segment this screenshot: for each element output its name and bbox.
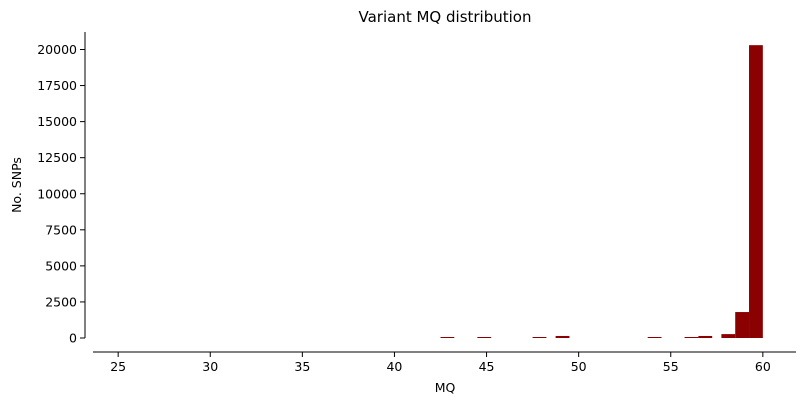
chart-title: Variant MQ distribution — [359, 8, 532, 26]
x-tick-label-0: 25 — [110, 359, 126, 374]
y-tick-label-8: 20000 — [37, 42, 77, 57]
histogram-bar-2 — [532, 337, 547, 338]
x-tick-label-3: 40 — [386, 359, 402, 374]
histogram-bar-9 — [749, 45, 763, 339]
y-tick-label-3: 7500 — [45, 222, 77, 237]
x-tick-label-6: 55 — [663, 359, 679, 374]
y-tick-label-4: 10000 — [37, 186, 77, 201]
y-tick-label-6: 15000 — [37, 114, 77, 129]
y-tick-label-2: 5000 — [45, 258, 77, 273]
histogram-bar-4 — [647, 337, 662, 338]
x-axis-title: MQ — [435, 380, 456, 395]
histogram-bar-0 — [440, 337, 455, 338]
y-ticks-layer: 0 2500 5000 7500 10000 12500 15000 17500 20000 — [37, 42, 85, 346]
histogram-bar-7 — [721, 334, 736, 338]
x-tick-label-7: 60 — [755, 359, 771, 374]
histogram-bar-8 — [735, 312, 750, 338]
histogram-bar-1 — [477, 337, 492, 338]
histogram-bar-5 — [684, 337, 699, 338]
histogram-bar-6 — [698, 335, 713, 338]
x-ticks-layer: 25 30 35 40 45 50 55 60 — [110, 352, 771, 374]
y-tick-label-5: 12500 — [37, 150, 77, 165]
y-tick-label-0: 0 — [69, 331, 77, 346]
x-tick-label-1: 30 — [202, 359, 218, 374]
x-tick-label-4: 45 — [479, 359, 495, 374]
histogram-bar-3 — [555, 335, 570, 338]
y-tick-label-7: 17500 — [37, 78, 77, 93]
y-tick-label-1: 2500 — [45, 294, 77, 309]
x-tick-label-2: 35 — [294, 359, 310, 374]
x-tick-label-5: 50 — [571, 359, 587, 374]
bars-layer — [440, 45, 763, 339]
y-axis-title: No. SNPs — [9, 157, 24, 213]
